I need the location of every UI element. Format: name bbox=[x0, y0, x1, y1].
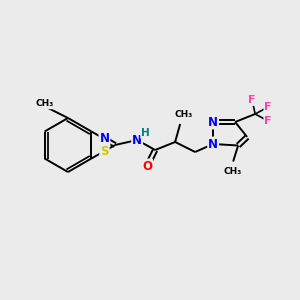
Text: CH₃: CH₃ bbox=[36, 100, 54, 109]
Text: F: F bbox=[264, 102, 272, 112]
Text: H: H bbox=[141, 128, 149, 138]
Text: O: O bbox=[142, 160, 152, 172]
Text: F: F bbox=[264, 116, 272, 126]
Text: F: F bbox=[248, 95, 256, 105]
Text: N: N bbox=[132, 134, 142, 146]
Text: N: N bbox=[100, 132, 110, 146]
Text: N: N bbox=[208, 137, 218, 151]
Text: CH₃: CH₃ bbox=[223, 167, 241, 176]
Text: N: N bbox=[208, 116, 218, 128]
Text: CH₃: CH₃ bbox=[174, 110, 192, 119]
Text: S: S bbox=[100, 145, 109, 158]
